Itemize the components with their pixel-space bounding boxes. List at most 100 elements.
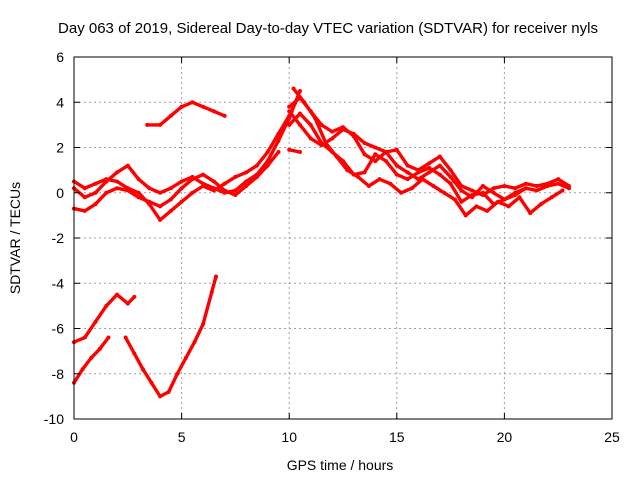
x-tick-label: 20 xyxy=(497,429,513,445)
y-tick-label: 0 xyxy=(56,185,64,201)
data-point xyxy=(145,122,150,127)
data-point xyxy=(538,202,543,207)
data-point xyxy=(149,380,154,385)
data-point xyxy=(556,181,561,186)
data-point xyxy=(82,195,87,200)
y-tick-label: -4 xyxy=(52,275,65,291)
data-point xyxy=(427,165,432,170)
data-point xyxy=(452,197,457,202)
data-point xyxy=(140,367,145,372)
data-point xyxy=(302,100,307,105)
data-point xyxy=(448,168,453,173)
data-point xyxy=(233,193,238,198)
data-point xyxy=(330,136,335,141)
x-tick-label: 10 xyxy=(281,429,297,445)
grid xyxy=(74,57,612,419)
data-point xyxy=(89,355,94,360)
data-point xyxy=(233,188,238,193)
data-point xyxy=(313,116,318,121)
data-point xyxy=(442,190,447,195)
data-point xyxy=(209,290,214,295)
data-point xyxy=(491,186,496,191)
data-point xyxy=(506,204,511,209)
axes: 0 5 10 15 20 25 -10 -8 -6 -4 -2 0 2 4 6 xyxy=(44,49,620,445)
y-tick-label: 2 xyxy=(56,140,64,156)
data-point xyxy=(175,371,180,376)
data-point xyxy=(179,199,184,204)
data-point xyxy=(495,199,500,204)
data-point xyxy=(448,174,453,179)
series-track-1 xyxy=(72,95,300,222)
data-point xyxy=(549,195,554,200)
data-point xyxy=(405,170,410,175)
data-point xyxy=(319,143,324,148)
data-point xyxy=(513,193,518,198)
data-point xyxy=(93,190,98,195)
data-point xyxy=(431,183,436,188)
series-track-6 xyxy=(287,111,571,206)
y-axis-label: SDTVAR / TECUs xyxy=(7,182,23,294)
data-point xyxy=(190,190,195,195)
data-point xyxy=(416,170,421,175)
y-tick-label: -6 xyxy=(52,321,65,337)
data-point xyxy=(517,195,522,200)
data-point xyxy=(405,163,410,168)
data-point xyxy=(104,303,109,308)
data-point xyxy=(373,145,378,150)
data-point xyxy=(183,355,188,360)
data-point xyxy=(166,389,171,394)
data-point xyxy=(528,211,533,216)
data-point xyxy=(502,197,507,202)
x-tick-label: 5 xyxy=(178,429,186,445)
series-track-8 xyxy=(287,109,528,202)
data-point xyxy=(158,394,163,399)
series-track-7 xyxy=(291,86,565,218)
data-point xyxy=(416,177,421,182)
data-point xyxy=(373,152,378,157)
data-point xyxy=(366,183,371,188)
data-point xyxy=(437,154,442,159)
data-point xyxy=(373,159,378,164)
data-point xyxy=(80,367,85,372)
data-point xyxy=(459,188,464,193)
data-point xyxy=(427,161,432,166)
data-point xyxy=(115,292,120,297)
data-point xyxy=(82,208,87,213)
data-point xyxy=(93,181,98,186)
data-point xyxy=(276,150,281,155)
data-point xyxy=(104,179,109,184)
data-point xyxy=(82,335,87,340)
data-point xyxy=(470,188,475,193)
y-tick-label: 4 xyxy=(56,94,64,110)
data-point xyxy=(474,204,479,209)
x-axis-label: GPS time / hours xyxy=(287,457,394,473)
data-point xyxy=(93,202,98,207)
data-point xyxy=(93,319,98,324)
y-tick-label: -2 xyxy=(52,230,65,246)
data-point xyxy=(179,104,184,109)
data-point xyxy=(319,122,324,127)
data-point xyxy=(125,163,130,168)
data-point xyxy=(179,186,184,191)
data-point xyxy=(362,152,367,157)
data-point xyxy=(190,100,195,105)
series-track-2 xyxy=(72,89,302,200)
y-tick-label: -10 xyxy=(44,411,64,427)
data-point xyxy=(297,111,302,116)
data-point xyxy=(308,122,313,127)
data-point xyxy=(287,116,292,121)
data-point xyxy=(106,335,111,340)
data-point xyxy=(351,131,356,136)
data-point xyxy=(356,174,361,179)
data-point xyxy=(470,195,475,200)
data-point xyxy=(491,190,496,195)
data-point xyxy=(330,129,335,134)
data-point xyxy=(147,199,152,204)
data-point xyxy=(287,104,292,109)
data-point xyxy=(211,186,216,191)
chart-title: Day 063 of 2019, Sidereal Day-to-day VTE… xyxy=(58,20,598,37)
data-point xyxy=(158,204,163,209)
data-point xyxy=(168,186,173,191)
data-point xyxy=(287,122,292,127)
x-tick-label: 0 xyxy=(70,429,78,445)
